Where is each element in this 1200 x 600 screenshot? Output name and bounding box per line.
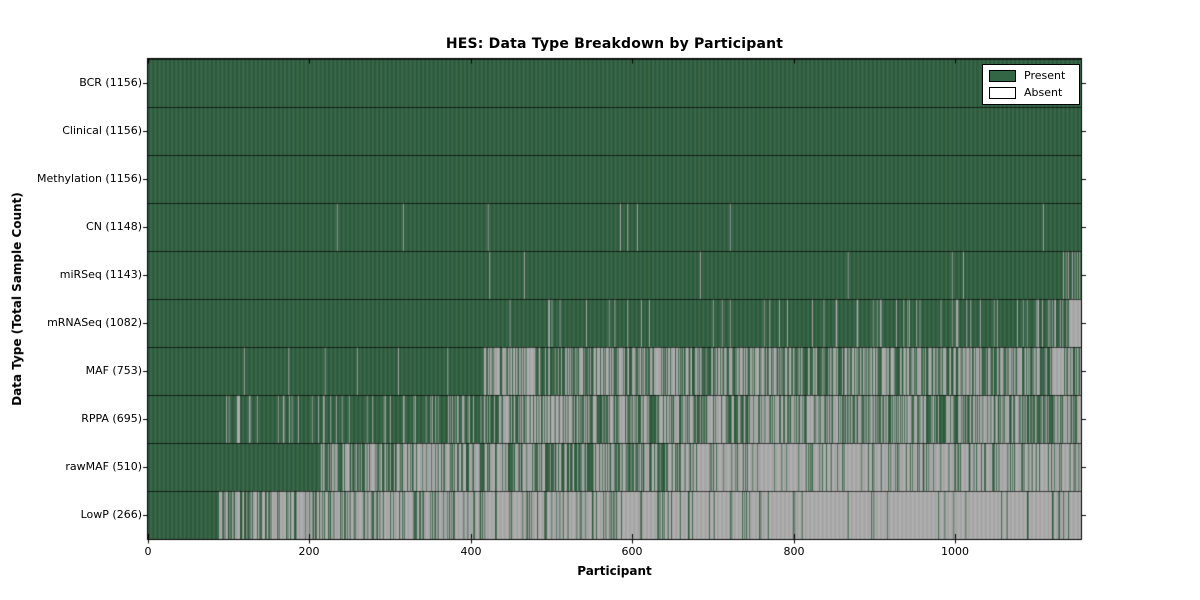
xtick-label-200: 200 xyxy=(298,545,320,558)
xtick-label-0: 0 xyxy=(144,545,152,558)
xtick-label-800: 800 xyxy=(783,545,805,558)
xtick-label-1000: 1000 xyxy=(941,545,969,558)
ytick-label-rppa: RPPA (695) xyxy=(81,412,142,425)
absent-swatch-icon xyxy=(989,87,1016,99)
legend-label-present: Present xyxy=(1024,69,1066,82)
ytick-label-rawmaf: rawMAF (510) xyxy=(65,460,142,473)
ytick-label-clinical: Clinical (1156) xyxy=(62,124,142,137)
legend-entry-present: Present xyxy=(989,70,1073,82)
legend-entry-absent: Absent xyxy=(989,87,1073,99)
legend-label-absent: Absent xyxy=(1024,86,1063,99)
ytick-label-lowp: LowP (266) xyxy=(80,508,142,521)
legend: Present Absent xyxy=(982,64,1080,105)
ytick-label-maf: MAF (753) xyxy=(85,364,142,377)
ytick-label-bcr: BCR (1156) xyxy=(79,76,142,89)
present-swatch-icon xyxy=(989,70,1016,82)
ytick-label-mrnaseq: mRNASeq (1082) xyxy=(47,316,142,329)
ytick-label-cn: CN (1148) xyxy=(86,220,142,233)
xtick-label-600: 600 xyxy=(621,545,643,558)
xtick-label-400: 400 xyxy=(460,545,482,558)
chart-title: HES: Data Type Breakdown by Participant xyxy=(445,36,784,52)
x-axis-label: Participant xyxy=(577,564,652,578)
ytick-label-methylation: Methylation (1156) xyxy=(37,172,142,185)
ytick-label-mirseq: miRSeq (1143) xyxy=(59,268,142,281)
